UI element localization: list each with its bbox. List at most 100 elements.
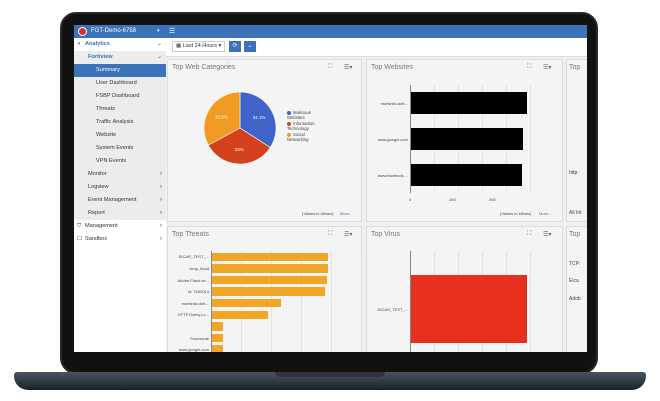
bar[interactable] xyxy=(411,164,523,186)
chevron-down-icon[interactable]: ⌄ xyxy=(156,54,162,60)
legend-item[interactable]: Information Technology xyxy=(287,121,327,131)
y-axis xyxy=(410,85,411,193)
sidebar-item-label: Monitor xyxy=(88,171,107,177)
chevron-right-icon[interactable]: › xyxy=(160,236,162,242)
pie-value-label: 32.9% xyxy=(215,114,228,119)
sidebar-item-logview[interactable]: Logview › xyxy=(74,181,166,194)
menu-icon[interactable]: ☰▾ xyxy=(344,232,353,238)
pie-legend: Malicious Websites Information Technology… xyxy=(287,110,327,143)
sidebar-item-management[interactable]: ⛉ Management › xyxy=(74,220,166,233)
sidebar-item-label: Summary xyxy=(96,67,120,73)
chevron-right-icon[interactable]: › xyxy=(160,197,162,203)
legend-item[interactable]: Malicious Websites xyxy=(287,110,327,120)
shield-icon: ⛉ xyxy=(77,223,82,229)
panel-title: Top Threats xyxy=(172,231,209,238)
sidebar-item-threats[interactable]: Threats xyxy=(74,103,166,116)
caret-down-icon[interactable]: ▾ xyxy=(157,28,160,34)
category-label: www.facebook.... xyxy=(377,172,408,178)
sidebar-item-user-dashboard[interactable]: User Dashboard xyxy=(74,77,166,90)
bar[interactable] xyxy=(212,264,328,273)
chevron-right-icon[interactable]: › xyxy=(160,171,162,177)
y-axis xyxy=(410,251,411,352)
sidebar-item-label: Report xyxy=(88,210,105,216)
legend-item[interactable]: Social Networking xyxy=(287,132,327,142)
units-note: (Values in bit/sec) xyxy=(302,211,334,216)
chevron-down-icon[interactable]: ⌄ xyxy=(156,41,162,47)
bar[interactable] xyxy=(411,275,527,343)
category-label: EICAR_TEST_... xyxy=(377,306,408,312)
bar[interactable] xyxy=(212,310,268,319)
bar[interactable] xyxy=(212,322,223,331)
x-tick-label: 100 xyxy=(449,197,456,202)
bar[interactable] xyxy=(212,345,223,352)
more-link[interactable]: More... xyxy=(340,211,353,216)
bar[interactable] xyxy=(212,299,281,308)
menu-icon[interactable]: ☰▾ xyxy=(344,65,353,71)
fortinet-logo-icon xyxy=(78,27,87,36)
sidebar: ⩘ Analytics ⌄ Fortiview ⌄ Summary User Dashboa… xyxy=(74,38,166,352)
legend-swatch xyxy=(287,110,291,115)
sidebar-item-summary[interactable]: Summary xyxy=(74,64,166,77)
dropdown-button[interactable]: ⌄ xyxy=(244,41,256,52)
sidebar-item-website[interactable]: Website xyxy=(74,129,166,142)
screen: FGT-Demo-6758 ▾ ☰ ⩘ Analytics ⌄ Fortiview ⌄ S… xyxy=(74,25,587,352)
sidebar-item-fortiview[interactable]: Fortiview ⌄ xyxy=(74,51,166,64)
chevron-right-icon[interactable]: › xyxy=(160,210,162,216)
bar[interactable] xyxy=(212,333,223,343)
expand-icon[interactable]: ⛶ xyxy=(328,64,333,70)
expand-icon[interactable]: ⛶ xyxy=(527,231,532,237)
chevron-right-icon[interactable]: › xyxy=(160,223,162,229)
gridline xyxy=(530,251,531,352)
sidebar-item-label: Fortiview xyxy=(88,54,113,60)
device-name[interactable]: FGT-Demo-6758 xyxy=(91,28,137,34)
sidebar-item-event-management[interactable]: Event Management › xyxy=(74,194,166,207)
menu-icon[interactable]: ☰▾ xyxy=(543,65,552,71)
sidebar-item-label: User Dashboard xyxy=(96,80,137,86)
sidebar-item-report[interactable]: Report › xyxy=(74,207,166,220)
panel-partial-bottom: Top TCP: Eica Adob xyxy=(566,226,587,352)
pie-chart: 34.1% 33% 32.9% xyxy=(203,91,277,165)
category-label: www.google.com xyxy=(178,347,209,352)
legend-swatch xyxy=(287,132,291,137)
sidebar-item-system-events[interactable]: System Events xyxy=(74,142,166,155)
panel-title: Top Web Categories xyxy=(172,64,236,71)
pie-value-label: 34.1% xyxy=(253,115,266,120)
expand-icon[interactable]: ⛶ xyxy=(328,231,333,237)
chevron-right-icon[interactable]: › xyxy=(160,184,162,190)
laptop-notch xyxy=(275,372,385,377)
laptop-base xyxy=(14,372,646,390)
bar[interactable] xyxy=(212,275,327,285)
toolbar: ▦ Last 24 Hours ▾ ⟳ ⌄ xyxy=(166,38,587,57)
menu-toggle-icon[interactable]: ☰ xyxy=(169,28,176,35)
bar[interactable] xyxy=(212,287,325,296)
sidebar-item-label: Logview xyxy=(88,184,109,190)
bar[interactable] xyxy=(212,252,328,261)
bar[interactable] xyxy=(411,92,527,114)
sidebar-item-sandbox[interactable]: ☐ Sandbox › xyxy=(74,233,166,246)
more-link[interactable]: More... xyxy=(539,211,552,216)
menu-icon[interactable]: ☰▾ xyxy=(543,232,552,238)
sidebar-item-analytics[interactable]: ⩘ Analytics ⌄ xyxy=(74,38,166,51)
gridline xyxy=(530,85,531,193)
panel-top-websites: Top Websites ⛶ ☰▾ morishitu.ddn... www.go… xyxy=(366,59,563,222)
sidebar-item-label: Website xyxy=(96,132,117,138)
legend-label: Malicious Websites xyxy=(287,110,311,120)
calendar-icon: ▦ xyxy=(176,43,183,49)
panel-title: Top Websites xyxy=(371,64,413,71)
row-label: All Int xyxy=(569,210,582,216)
sidebar-item-monitor[interactable]: Monitor › xyxy=(74,168,166,181)
pie-value-label: 33% xyxy=(235,147,244,152)
bar[interactable] xyxy=(411,128,524,150)
pie-slice[interactable] xyxy=(203,91,241,146)
row-label: TCP: xyxy=(569,261,581,267)
gridline xyxy=(331,251,332,352)
time-range-select[interactable]: ▦ Last 24 Hours ▾ xyxy=(172,41,225,52)
expand-icon[interactable]: ⛶ xyxy=(527,64,532,70)
sidebar-item-traffic-analysis[interactable]: Traffic Analysis xyxy=(74,116,166,129)
x-tick-label: 0 xyxy=(409,197,412,202)
top-bar: FGT-Demo-6758 ▾ ☰ xyxy=(74,25,587,38)
refresh-button[interactable]: ⟳ xyxy=(229,41,241,52)
sidebar-item-fsbp-dashboard[interactable]: FSBP Dashboard xyxy=(74,90,166,103)
category-label: www.google.com xyxy=(377,136,408,142)
sidebar-item-vpn-events[interactable]: VPN Events xyxy=(74,155,166,168)
